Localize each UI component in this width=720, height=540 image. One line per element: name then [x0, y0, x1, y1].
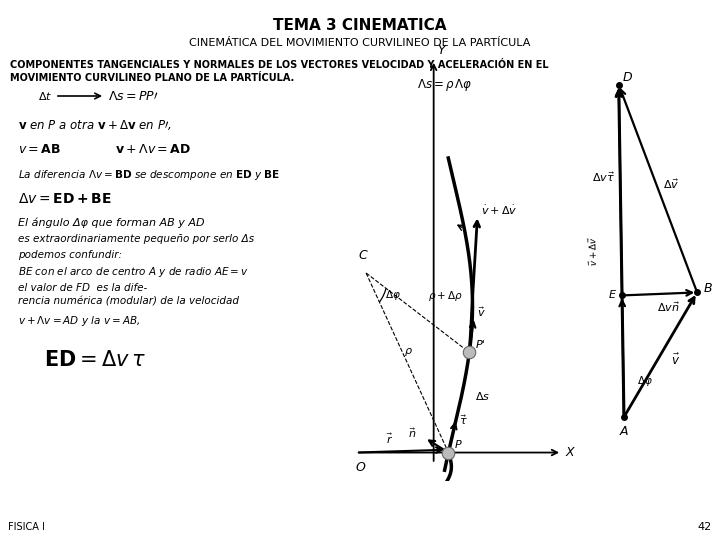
Text: $\Delta v = \mathbf{ED+BE}$: $\Delta v = \mathbf{ED+BE}$: [18, 192, 112, 206]
Text: B: B: [703, 282, 712, 295]
Text: FISICA I: FISICA I: [8, 522, 45, 532]
Text: El ángulo Δφ que forman AB y AD: El ángulo Δφ que forman AB y AD: [18, 218, 204, 228]
Text: A: A: [620, 426, 629, 438]
Text: C: C: [359, 249, 367, 262]
Text: $\Delta s$: $\Delta s$: [475, 390, 490, 402]
Text: $\vec{n}$: $\vec{n}$: [408, 426, 416, 440]
Text: $\Lambda s = \rho\,\Lambda\varphi$: $\Lambda s = \rho\,\Lambda\varphi$: [417, 77, 472, 93]
Text: Y: Y: [438, 44, 446, 57]
Text: P': P': [475, 340, 485, 349]
Text: $v + \Lambda v = AD$ y la $v = AB$,: $v + \Lambda v = AD$ y la $v = AB$,: [18, 314, 140, 328]
Text: $\vec{v}$: $\vec{v}$: [671, 353, 680, 368]
Text: $\rho+\Delta\rho$: $\rho+\Delta\rho$: [428, 289, 463, 303]
Text: $\mathbf{ED} = \Delta v\,\tau$: $\mathbf{ED} = \Delta v\,\tau$: [44, 350, 146, 370]
Text: podemos confundir:: podemos confundir:: [18, 250, 122, 260]
Text: E: E: [609, 291, 616, 300]
Text: P: P: [454, 440, 462, 450]
Text: el valor de FD  es la dife-: el valor de FD es la dife-: [18, 283, 148, 293]
Text: D: D: [623, 71, 633, 84]
Text: $\Delta v\vec{n}$: $\Delta v\vec{n}$: [657, 300, 680, 314]
Text: $\vec{r}$: $\vec{r}$: [387, 431, 394, 446]
Text: TEMA 3 CINEMATICA: TEMA 3 CINEMATICA: [274, 18, 446, 33]
Text: $\Delta v\vec{\tau}$: $\Delta v\vec{\tau}$: [592, 170, 615, 184]
Text: $\vec{v}+\Delta\vec{v}$: $\vec{v}+\Delta\vec{v}$: [587, 236, 600, 266]
Text: $BE$ con el arco de centro $A$ y de radio $AE = v$: $BE$ con el arco de centro $A$ y de radi…: [18, 265, 249, 279]
Text: $\Delta\varphi$: $\Delta\varphi$: [384, 288, 400, 302]
Text: $\vec{\tau}$: $\vec{\tau}$: [459, 414, 467, 427]
Text: La diferencia $\Lambda v = \mathbf{BD}$ se descompone en $\mathbf{ED}$ y $\mathb: La diferencia $\Lambda v = \mathbf{BD}$ …: [18, 168, 280, 182]
Text: O: O: [356, 461, 366, 474]
Text: rencia numérica (modular) de la velocidad: rencia numérica (modular) de la velocida…: [18, 297, 239, 307]
Text: $\dot{v}+\Delta\dot{v}$: $\dot{v}+\Delta\dot{v}$: [481, 204, 518, 218]
Text: $\mathbf{v}$ en $P$ a otra $\mathbf{v}+\Delta\mathbf{v}$ en $P\prime$,: $\mathbf{v}$ en $P$ a otra $\mathbf{v}+\…: [18, 118, 171, 132]
Text: MOVIMIENTO CURVILINEO PLANO DE LA PARTÍCULA.: MOVIMIENTO CURVILINEO PLANO DE LA PARTÍC…: [10, 73, 294, 83]
Text: $\vec{v}$: $\vec{v}$: [477, 305, 485, 319]
Text: $\Delta t$: $\Delta t$: [38, 90, 53, 102]
Text: $\Delta\varphi$: $\Delta\varphi$: [637, 374, 653, 388]
Text: $\Lambda s = PP\prime$: $\Lambda s = PP\prime$: [108, 90, 159, 103]
Text: $\Delta\vec{v}$: $\Delta\vec{v}$: [663, 177, 680, 191]
Text: $\rho$: $\rho$: [404, 346, 413, 359]
Text: COMPONENTES TANGENCIALES Y NORMALES DE LOS VECTORES VELOCIDAD Y ACELERACIÓN EN E: COMPONENTES TANGENCIALES Y NORMALES DE L…: [10, 60, 549, 70]
Text: es extraordinariamente pequeño por serlo Δs: es extraordinariamente pequeño por serlo…: [18, 234, 254, 244]
Text: X: X: [565, 446, 574, 459]
Text: CINEMÁTICA DEL MOVIMIENTO CURVILINEO DE LA PARTÍCULA: CINEMÁTICA DEL MOVIMIENTO CURVILINEO DE …: [189, 38, 531, 48]
Text: 42: 42: [698, 522, 712, 532]
Text: $v = \mathbf{AB}$: $v = \mathbf{AB}$: [18, 143, 61, 156]
Text: $\mathbf{v}+\Lambda v = \mathbf{AD}$: $\mathbf{v}+\Lambda v = \mathbf{AD}$: [115, 143, 191, 156]
